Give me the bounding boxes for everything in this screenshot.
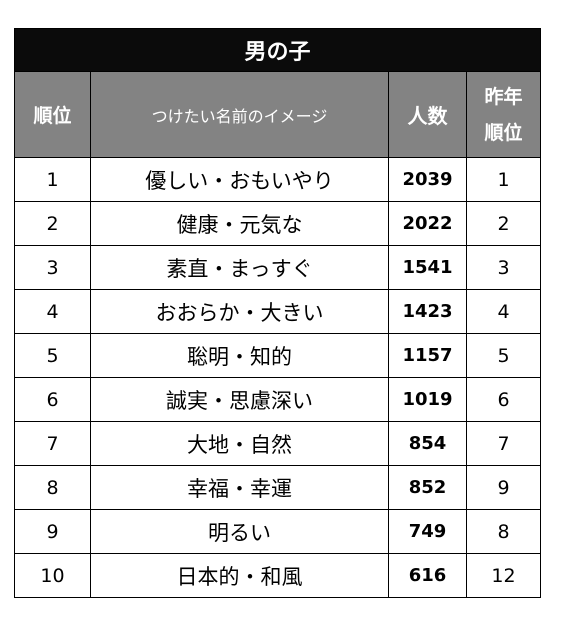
people-column-header: 人数: [388, 71, 467, 158]
table-row: 6 誠実・思慮深い 1019 6: [14, 377, 542, 422]
last-year-rank-cell: 8: [465, 509, 542, 554]
image-cell: 誠実・思慮深い: [90, 377, 389, 422]
table-row: 7 大地・自然 854 7: [14, 421, 542, 466]
rank-cell: 3: [14, 245, 91, 290]
people-cell: 1019: [388, 377, 467, 422]
rank-cell: 5: [14, 333, 91, 378]
table-row: 1 優しい・おもいやり 2039 1: [14, 157, 542, 202]
last-year-rank-cell: 4: [465, 289, 542, 334]
rank-cell: 6: [14, 377, 91, 422]
people-cell: 2039: [388, 157, 467, 202]
rank-cell: 10: [14, 553, 91, 598]
table-title: 男の子: [13, 28, 542, 72]
last-year-rank-cell: 3: [465, 245, 542, 290]
image-cell: 聡明・知的: [90, 333, 389, 378]
ranking-table: 男の子 順位 つけたい名前のイメージ 人数 昨年 順位 1 優しい・おもいやり …: [13, 28, 542, 598]
people-cell: 854: [388, 421, 467, 466]
image-column-header: つけたい名前のイメージ: [90, 71, 389, 158]
ranking-table-container: 男の子 順位 つけたい名前のイメージ 人数 昨年 順位 1 優しい・おもいやり …: [13, 28, 542, 598]
rank-cell: 2: [14, 201, 91, 246]
header-row: 順位 つけたい名前のイメージ 人数 昨年 順位: [14, 71, 542, 158]
rank-column-header: 順位: [14, 71, 91, 158]
image-cell: 日本的・和風: [90, 553, 389, 598]
last-year-rank-column-header: 昨年 順位: [465, 71, 542, 158]
table-row: 9 明るい 749 8: [14, 509, 542, 554]
last-year-rank-cell: 9: [465, 465, 542, 510]
table-row: 8 幸福・幸運 852 9: [14, 465, 542, 510]
last-year-rank-cell: 6: [465, 377, 542, 422]
image-cell: おおらか・大きい: [90, 289, 389, 334]
people-cell: 1157: [388, 333, 467, 378]
table-row: 10 日本的・和風 616 12: [14, 553, 542, 598]
image-cell: 大地・自然: [90, 421, 389, 466]
image-cell: 健康・元気な: [90, 201, 389, 246]
last-year-header-line1: 昨年: [484, 85, 523, 108]
people-cell: 852: [388, 465, 467, 510]
last-year-rank-cell: 1: [465, 157, 542, 202]
last-year-rank-cell: 12: [465, 553, 542, 598]
table-row: 4 おおらか・大きい 1423 4: [14, 289, 542, 334]
last-year-rank-cell: 7: [465, 421, 542, 466]
rank-cell: 7: [14, 421, 91, 466]
rank-cell: 8: [14, 465, 91, 510]
last-year-header-line2: 順位: [484, 121, 523, 144]
rank-cell: 1: [14, 157, 91, 202]
table-row: 5 聡明・知的 1157 5: [14, 333, 542, 378]
table-row: 3 素直・まっすぐ 1541 3: [14, 245, 542, 290]
people-cell: 616: [388, 553, 467, 598]
image-cell: 明るい: [90, 509, 389, 554]
people-cell: 2022: [388, 201, 467, 246]
rank-cell: 4: [14, 289, 91, 334]
last-year-rank-cell: 5: [465, 333, 542, 378]
image-cell: 幸福・幸運: [90, 465, 389, 510]
image-cell: 素直・まっすぐ: [90, 245, 389, 290]
rank-cell: 9: [14, 509, 91, 554]
people-cell: 1423: [388, 289, 467, 334]
image-cell: 優しい・おもいやり: [90, 157, 389, 202]
table-row: 2 健康・元気な 2022 2: [14, 201, 542, 246]
people-cell: 1541: [388, 245, 467, 290]
title-row: 男の子: [13, 28, 542, 72]
last-year-rank-cell: 2: [465, 201, 542, 246]
people-cell: 749: [388, 509, 467, 554]
